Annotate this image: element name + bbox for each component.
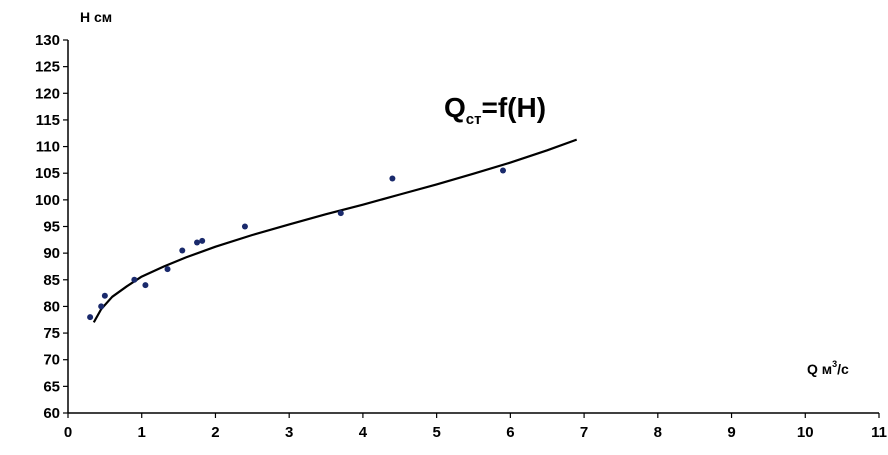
x-tick-label: 5 [432,424,440,441]
y-tick-label: 125 [35,59,60,76]
y-tick-label: 75 [43,325,60,342]
y-tick-label: 95 [43,219,60,236]
data-point [131,276,138,283]
y-tick-label: 115 [36,112,60,129]
fit-curve [92,138,578,323]
x-tick-label: 6 [506,424,514,441]
x-tick-label: 9 [727,424,735,441]
axes-layer [67,40,879,414]
x-axis-title-tail: /с [837,361,849,377]
x-tick-label: 7 [580,424,588,441]
y-tick-label: 90 [43,245,60,262]
y-tick-label: 70 [43,352,60,369]
data-point [389,175,396,182]
x-tick-label: 11 [871,424,887,441]
data-point [241,223,248,230]
x-axis-title: Q м3/с [807,359,849,377]
points-layer [87,167,506,321]
x-axis-title-sup: 3 [832,359,837,369]
formula-annotation: Qст=f(H) [444,92,546,128]
curve-layer [92,138,578,323]
formula-sub: ст [466,111,482,128]
y-tick-label: 100 [35,192,60,209]
x-tick-label: 2 [211,424,219,441]
formula-main: Q [444,92,466,123]
y-tick-label: 130 [35,32,60,49]
x-tick-label: 8 [654,424,662,441]
x-tick-label: 10 [797,424,814,441]
y-tick-label: 80 [43,298,60,315]
y-tick-label: 105 [35,165,60,182]
data-point [164,266,171,273]
y-tick-label: 110 [36,139,60,156]
x-tick-label: 4 [359,424,368,441]
data-point [337,210,344,217]
y-tick-label: 85 [43,272,60,289]
data-point [199,237,206,244]
y-tick-label: 65 [43,378,60,395]
x-axis-title-main: Q м [807,361,832,377]
y-tick-label: 60 [43,405,60,422]
data-point [194,239,201,246]
y-axis-title: Н см [80,9,112,25]
x-tick-label: 1 [138,424,146,441]
data-point [142,282,149,289]
formula-tail: =f(H) [481,92,546,123]
data-point [179,247,186,254]
data-point [98,303,105,310]
x-tick-label: 0 [64,424,72,441]
data-point [87,314,94,321]
data-point [101,292,108,299]
x-tick-label: 3 [285,424,293,441]
y-tick-label: 120 [35,85,60,102]
data-point [499,167,506,174]
